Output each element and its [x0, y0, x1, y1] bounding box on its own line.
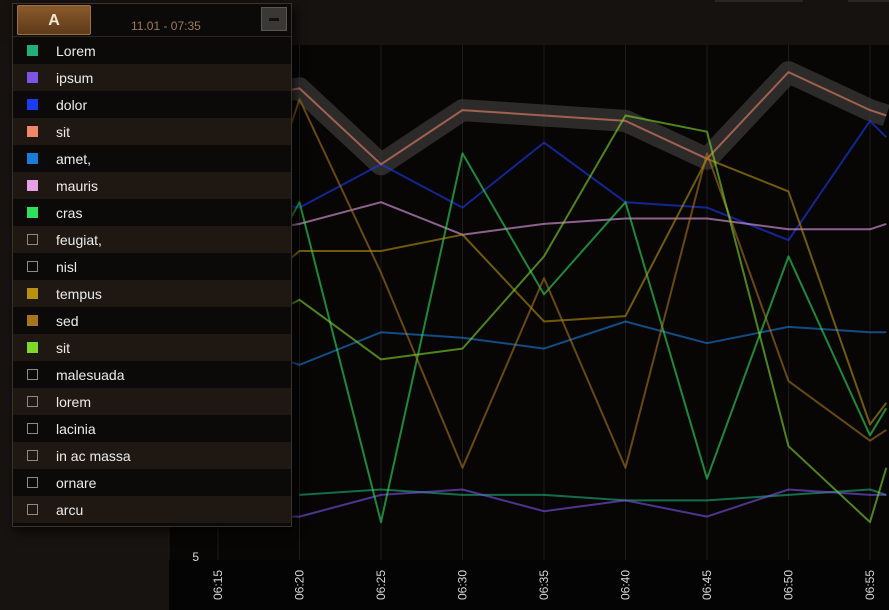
checkbox-empty-icon[interactable] [27, 450, 38, 461]
checkbox-empty-icon[interactable] [27, 504, 38, 515]
color-swatch-icon[interactable] [27, 288, 38, 299]
legend-item-label: sit [56, 340, 70, 356]
series-line[interactable] [266, 114, 888, 524]
legend-header: A 11.01 - 07:35 [13, 4, 291, 37]
x-tick-label: 06:20 [293, 570, 307, 600]
legend-item[interactable]: cras [13, 199, 291, 226]
series-line[interactable] [266, 320, 887, 366]
series-line[interactable] [266, 152, 888, 524]
x-tick-label: 06:35 [537, 570, 551, 600]
legend-item[interactable]: dolor [13, 91, 291, 118]
legend-item[interactable]: lacinia [13, 415, 291, 442]
checkbox-empty-icon[interactable] [27, 261, 38, 272]
legend-item-label: Lorem [56, 43, 96, 59]
legend-item-label: nisl [56, 259, 78, 275]
x-tick-label: 06:45 [700, 570, 714, 600]
legend-item-label: amet, [56, 151, 92, 167]
legend-item[interactable]: sit [13, 334, 291, 361]
legend-item-label: ornare [56, 475, 97, 491]
series-line[interactable] [266, 201, 887, 236]
checkbox-empty-icon[interactable] [27, 477, 38, 488]
x-tick-label: 06:40 [619, 570, 633, 600]
legend-item-label: cras [56, 205, 83, 221]
series-line[interactable] [265, 98, 887, 469]
x-tick-label: 06:25 [374, 570, 388, 600]
color-swatch-icon[interactable] [27, 342, 38, 353]
color-swatch-icon[interactable] [27, 45, 38, 56]
series-line[interactable] [266, 488, 887, 518]
x-tick-label: 06:50 [782, 570, 796, 600]
y-tick-label: 5 [192, 550, 199, 564]
legend-item[interactable]: feugiat, [13, 226, 291, 253]
date-range-label: 11.01 - 07:35 [131, 19, 201, 33]
toolbar-indicator [848, 0, 889, 2]
x-tick-label: 06:15 [211, 570, 225, 600]
legend-item-label: sit [56, 124, 70, 140]
legend-item-label: lacinia [56, 421, 96, 437]
legend-item[interactable]: malesuada [13, 361, 291, 388]
color-swatch-icon[interactable] [27, 315, 38, 326]
legend-item[interactable]: mauris [13, 172, 291, 199]
legend-item-label: ipsum [56, 70, 94, 86]
legend-item-label: lorem [56, 394, 92, 410]
legend-item-label: mauris [56, 178, 99, 194]
legend-item[interactable]: ornare [13, 469, 291, 496]
x-tick-label: 06:30 [456, 570, 470, 600]
legend-item[interactable]: ipsum [13, 64, 291, 91]
series-line[interactable] [266, 157, 888, 426]
minus-icon [269, 18, 279, 21]
legend-item[interactable]: amet, [13, 145, 291, 172]
legend-item[interactable]: lorem [13, 388, 291, 415]
x-axis-band [169, 560, 889, 610]
legend-item[interactable]: tempus [13, 280, 291, 307]
color-swatch-icon[interactable] [27, 126, 38, 137]
color-swatch-icon[interactable] [27, 99, 38, 110]
legend-item[interactable]: Lorem [13, 37, 291, 64]
color-swatch-icon[interactable] [27, 153, 38, 164]
legend-item-label: dolor [56, 97, 88, 113]
legend-item-label: feugiat, [56, 232, 102, 248]
legend-item[interactable]: nisl [13, 253, 291, 280]
legend-list: Lorem ipsum dolor sit amet, mauris cras feugiat… [13, 37, 291, 523]
color-swatch-icon[interactable] [27, 72, 38, 83]
legend-panel: A 11.01 - 07:35 Lorem ipsum dolor sit amet, m… [12, 3, 292, 527]
series-line[interactable] [266, 71, 887, 166]
toolbar-indicator [715, 0, 803, 2]
legend-item[interactable]: arcu [13, 496, 291, 523]
color-swatch-icon[interactable] [27, 207, 38, 218]
legend-item-label: arcu [56, 502, 84, 518]
legend-item[interactable]: sed [13, 307, 291, 334]
legend-item-label: in ac massa [56, 448, 131, 464]
legend-item-label: sed [56, 313, 79, 329]
x-tick-label: 06:55 [863, 570, 877, 600]
legend-item-label: tempus [56, 286, 102, 302]
collapse-button[interactable] [261, 7, 287, 31]
checkbox-empty-icon[interactable] [27, 423, 38, 434]
legend-item[interactable]: sit [13, 118, 291, 145]
tab-a[interactable]: A [17, 5, 91, 35]
color-swatch-icon[interactable] [27, 180, 38, 191]
checkbox-empty-icon[interactable] [27, 369, 38, 380]
legend-item[interactable]: in ac massa [13, 442, 291, 469]
legend-item-label: malesuada [56, 367, 125, 383]
checkbox-empty-icon[interactable] [27, 234, 38, 245]
checkbox-empty-icon[interactable] [27, 396, 38, 407]
